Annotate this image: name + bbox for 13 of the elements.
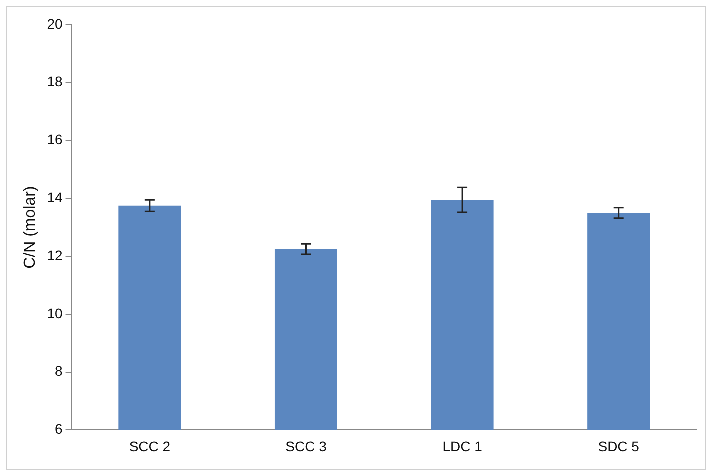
y-tick-label: 8: [54, 363, 63, 380]
y-tick-label: 10: [47, 305, 63, 322]
x-tick-label: SDC 5: [598, 438, 640, 454]
y-tick-label: 12: [47, 247, 63, 264]
y-tick-label: 20: [47, 16, 63, 32]
x-tick-label: SCC 3: [286, 438, 328, 454]
x-tick-label: SCC 2: [129, 438, 171, 454]
y-tick-label: 16: [47, 132, 63, 148]
y-tick-label: 6: [54, 421, 63, 438]
y-axis-title: C/N (molar): [22, 186, 40, 269]
x-tick-label: LDC 1: [442, 438, 483, 454]
y-tick-label: 18: [47, 74, 63, 90]
y-tick-label: 14: [47, 190, 63, 206]
